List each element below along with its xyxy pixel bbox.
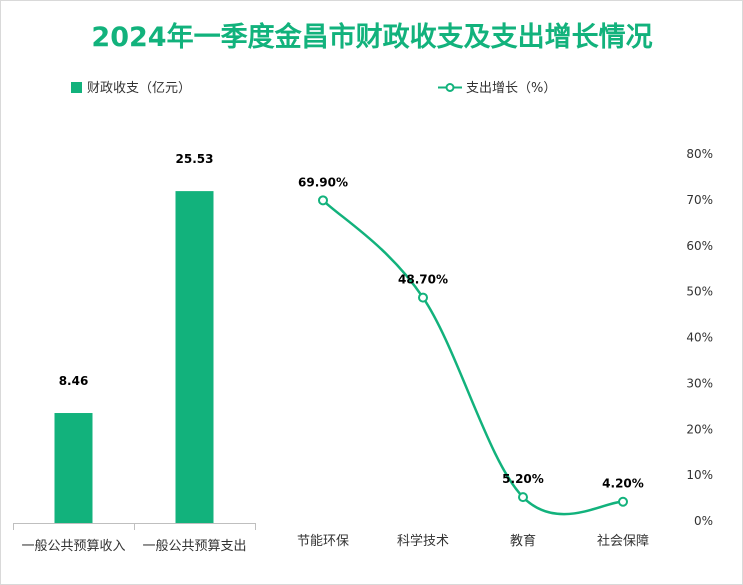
line-series [322, 199, 624, 516]
y-tick-label: 30% [686, 376, 713, 390]
y-tick-label: 10% [686, 468, 713, 482]
bar-category-label: 一般公共预算收入 [21, 538, 125, 554]
line-value-label: 5.20% [502, 472, 544, 486]
y-tick-label: 60% [686, 239, 713, 253]
line-category-label: 教育 [510, 533, 536, 549]
bar-value-label: 25.53 [176, 152, 214, 166]
bar-chart: 8.46 一般公共预算收入 25.53 一般公共预算支出 [13, 152, 256, 554]
y-tick-label: 40% [686, 331, 713, 345]
line-chart: 0% 10% 20% 30% 40% 50% 60% 70% 80% 节能环保 科学技术 教育 社会保障… [297, 147, 713, 549]
y-tick-label: 80% [686, 147, 713, 161]
y-tick-label: 50% [686, 285, 713, 299]
line-category-label: 科学技术 [397, 533, 449, 549]
y-tick-label: 70% [686, 193, 713, 207]
line-value-label: 4.20% [602, 477, 644, 491]
legend-line-label: 支出增长（%） [466, 81, 556, 96]
legend-bar-swatch [71, 82, 82, 93]
legend: 财政收支（亿元） 支出增长（%） [71, 81, 556, 96]
line-point [318, 195, 328, 206]
bar [54, 413, 93, 523]
y-tick-label: 0% [694, 514, 713, 528]
line-value-label: 48.70% [398, 273, 448, 287]
line-point [418, 292, 428, 303]
legend-bar-label: 财政收支（亿元） [87, 81, 191, 96]
line-point [518, 492, 528, 503]
legend-line-marker [445, 83, 455, 92]
line-category-label: 节能环保 [297, 534, 349, 549]
line-category-label: 社会保障 [597, 533, 649, 549]
line-point [618, 496, 628, 507]
bar-category-label: 一般公共预算支出 [142, 538, 246, 554]
bar-value-label: 8.46 [59, 374, 89, 388]
y-tick-label: 20% [686, 422, 713, 436]
chart-title: 2024年一季度金昌市财政收支及支出增长情况 [91, 21, 652, 53]
line-value-label: 69.90% [298, 175, 348, 189]
bar [175, 191, 214, 524]
